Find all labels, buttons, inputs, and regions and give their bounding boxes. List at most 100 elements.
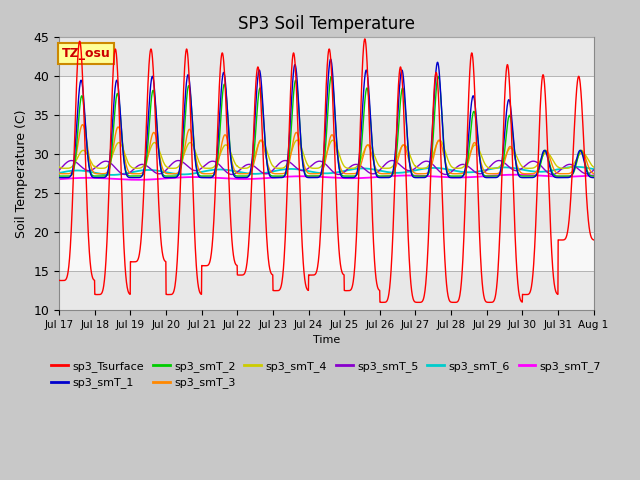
sp3_smT_6 — [353, 166, 361, 171]
sp3_Tsurface — [558, 237, 566, 243]
Bar — [59, 115, 593, 154]
sp3_smT_1 — [60, 175, 67, 180]
Line: sp3_smT_1: sp3_smT_1 — [59, 59, 593, 178]
sp3_smT_5 — [481, 168, 489, 174]
Line: sp3_smT_4: sp3_smT_4 — [59, 140, 593, 168]
sp3_smT_7 — [205, 175, 212, 180]
sp3_smT_7 — [589, 172, 597, 178]
sp3_smT_6 — [205, 168, 212, 173]
sp3_smT_1 — [589, 175, 597, 180]
sp3_smT_6 — [572, 164, 580, 170]
sp3_smT_5 — [353, 162, 361, 168]
Line: sp3_smT_6: sp3_smT_6 — [59, 167, 593, 175]
sp3_Tsurface — [342, 288, 349, 294]
sp3_smT_7 — [558, 174, 566, 180]
sp3_smT_5 — [543, 168, 550, 174]
sp3_smT_1 — [205, 175, 212, 180]
sp3_smT_4 — [525, 166, 532, 171]
sp3_smT_4 — [257, 137, 265, 143]
sp3_smT_3 — [354, 169, 362, 175]
sp3_smT_4 — [482, 162, 490, 168]
sp3_smT_5 — [55, 167, 63, 173]
Line: sp3_smT_7: sp3_smT_7 — [59, 175, 593, 180]
sp3_Tsurface — [543, 125, 550, 131]
sp3_smT_1 — [482, 175, 490, 180]
sp3_smT_5 — [204, 160, 212, 166]
sp3_smT_3 — [482, 170, 490, 176]
sp3_smT_4 — [543, 150, 550, 156]
sp3_smT_2 — [328, 73, 335, 79]
sp3_smT_2 — [55, 173, 63, 179]
sp3_smT_2 — [589, 173, 597, 179]
sp3_smT_6 — [108, 172, 116, 178]
sp3_Tsurface — [589, 237, 597, 243]
sp3_smT_1 — [543, 152, 550, 157]
sp3_Tsurface — [361, 36, 369, 42]
sp3_smT_6 — [342, 168, 349, 173]
sp3_smT_1 — [354, 167, 362, 172]
sp3_smT_7 — [543, 173, 550, 179]
sp3_smT_3 — [543, 148, 550, 154]
sp3_Tsurface — [482, 299, 490, 304]
sp3_smT_4 — [55, 164, 63, 170]
sp3_smT_6 — [55, 170, 63, 176]
sp3_smT_5 — [495, 157, 503, 163]
sp3_smT_6 — [557, 166, 565, 171]
Line: sp3_smT_5: sp3_smT_5 — [59, 160, 593, 175]
Legend: sp3_Tsurface, sp3_smT_1, sp3_smT_2, sp3_smT_3, sp3_smT_4, sp3_smT_5, sp3_smT_6, : sp3_Tsurface, sp3_smT_1, sp3_smT_2, sp3_… — [47, 357, 606, 393]
sp3_smT_3 — [558, 171, 566, 177]
Bar — [59, 232, 593, 271]
sp3_smT_2 — [482, 173, 490, 179]
sp3_smT_7 — [342, 175, 349, 181]
sp3_smT_3 — [205, 171, 212, 177]
sp3_smT_4 — [558, 165, 566, 171]
Bar — [59, 37, 593, 76]
Bar — [59, 193, 593, 232]
Line: sp3_smT_3: sp3_smT_3 — [59, 125, 593, 174]
Title: SP3 Soil Temperature: SP3 Soil Temperature — [238, 15, 415, 33]
sp3_Tsurface — [204, 262, 212, 268]
sp3_smT_4 — [342, 165, 349, 170]
Bar — [59, 154, 593, 193]
sp3_smT_3 — [55, 170, 63, 176]
sp3_smT_3 — [589, 170, 597, 176]
sp3_Tsurface — [415, 300, 422, 305]
sp3_smT_7 — [511, 172, 519, 178]
Text: TZ_osu: TZ_osu — [62, 47, 111, 60]
sp3_smT_4 — [589, 164, 597, 170]
sp3_smT_6 — [482, 167, 490, 173]
sp3_smT_3 — [79, 122, 86, 128]
sp3_smT_7 — [353, 175, 361, 181]
sp3_smT_2 — [543, 150, 550, 156]
sp3_smT_1 — [342, 175, 350, 180]
sp3_smT_4 — [353, 163, 361, 169]
Bar — [59, 76, 593, 115]
sp3_smT_2 — [342, 173, 350, 179]
sp3_smT_2 — [60, 173, 68, 179]
sp3_smT_7 — [482, 173, 490, 179]
sp3_smT_2 — [354, 170, 362, 176]
sp3_Tsurface — [353, 216, 361, 222]
sp3_smT_1 — [558, 175, 566, 180]
sp3_smT_2 — [205, 173, 212, 179]
sp3_Tsurface — [55, 277, 63, 283]
sp3_smT_4 — [204, 166, 212, 171]
sp3_smT_6 — [589, 166, 597, 172]
sp3_smT_5 — [342, 168, 349, 174]
sp3_smT_3 — [204, 171, 211, 177]
sp3_smT_5 — [589, 167, 597, 173]
Line: sp3_Tsurface: sp3_Tsurface — [59, 39, 593, 302]
sp3_smT_2 — [558, 173, 566, 179]
Bar — [59, 271, 593, 310]
Line: sp3_smT_2: sp3_smT_2 — [59, 76, 593, 176]
Y-axis label: Soil Temperature (C): Soil Temperature (C) — [15, 109, 28, 238]
X-axis label: Time: Time — [313, 336, 340, 346]
sp3_smT_6 — [543, 168, 550, 174]
sp3_smT_1 — [327, 56, 335, 62]
sp3_smT_5 — [558, 166, 566, 172]
sp3_smT_1 — [55, 175, 63, 180]
sp3_smT_3 — [342, 171, 350, 177]
sp3_smT_5 — [548, 172, 556, 178]
sp3_smT_7 — [55, 176, 63, 182]
sp3_smT_7 — [134, 177, 141, 183]
